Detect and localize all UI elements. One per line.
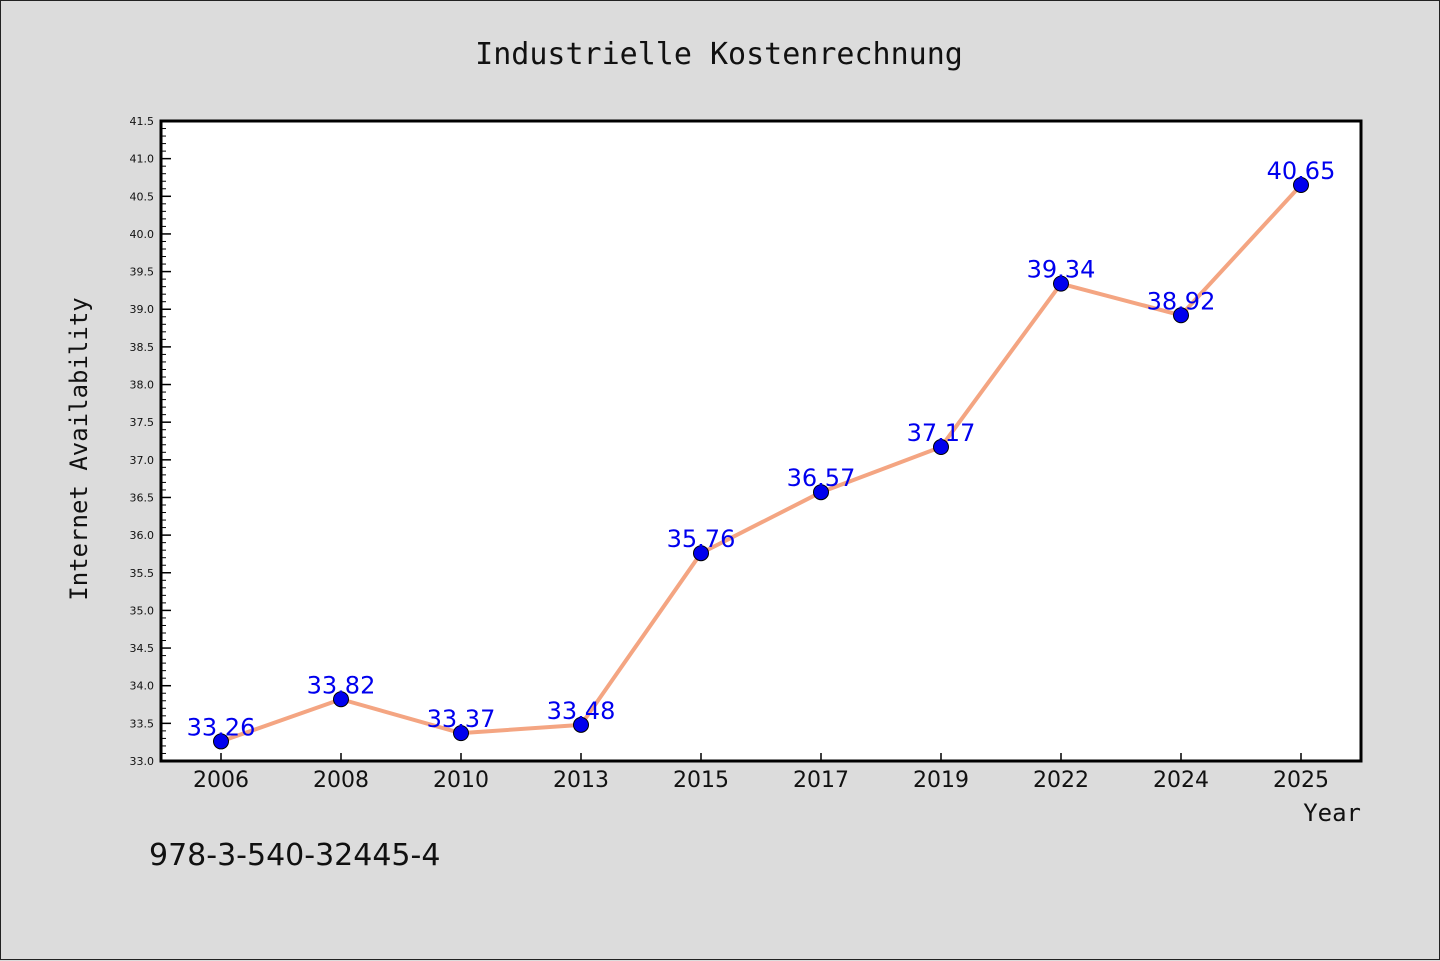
- data-label: 36.57: [787, 464, 856, 492]
- data-point: [813, 484, 829, 501]
- data-point: [933, 439, 949, 456]
- y-tick-label: 36.5: [130, 491, 155, 504]
- x-tick-label: 2006: [193, 768, 249, 793]
- data-point: [333, 691, 349, 708]
- data-point: [453, 725, 469, 742]
- y-tick-label: 35.0: [130, 604, 155, 617]
- data-point: [1173, 307, 1189, 324]
- y-tick-label: 33.0: [130, 755, 155, 768]
- data-label: 39.34: [1027, 256, 1096, 284]
- y-tick-label: 40.0: [130, 228, 155, 241]
- data-label: 38.92: [1147, 287, 1216, 315]
- x-tick-label: 2017: [793, 768, 849, 793]
- y-tick-label: 34.5: [130, 642, 155, 655]
- data-point: [213, 733, 229, 750]
- x-tick-label: 2025: [1273, 768, 1329, 793]
- y-tick-label: 34.0: [130, 680, 155, 693]
- data-label: 35.76: [667, 525, 736, 553]
- y-tick-label: 39.5: [130, 266, 155, 279]
- data-label: 33.82: [307, 671, 376, 699]
- x-tick-label: 2013: [553, 768, 609, 793]
- y-tick-label: 38.5: [130, 341, 155, 354]
- plot-area: [159, 119, 1363, 763]
- data-label: 40.65: [1267, 157, 1336, 185]
- data-label: 37.17: [907, 419, 976, 447]
- data-point: [573, 716, 589, 733]
- y-tick-label: 39.0: [130, 303, 155, 316]
- chart-title: Industrielle Kostenrechnung: [475, 37, 963, 72]
- series-markers: [213, 177, 1309, 750]
- y-axis-label: Internet Availability: [65, 297, 93, 600]
- data-point: [1053, 275, 1069, 292]
- x-tick-label: 2024: [1153, 768, 1209, 793]
- y-tick-label: 41.0: [130, 153, 155, 166]
- x-tick-label: 2010: [433, 768, 489, 793]
- y-tick-label: 38.0: [130, 379, 155, 392]
- data-label: 33.48: [547, 697, 616, 725]
- x-tick-label: 2022: [1033, 768, 1089, 793]
- y-tick-label: 36.0: [130, 529, 155, 542]
- y-tick-label: 40.5: [130, 190, 155, 203]
- y-tick-label: 33.5: [130, 717, 155, 730]
- y-tick-label: 35.5: [130, 567, 155, 580]
- series-line: [220, 183, 1303, 744]
- x-axis-label: Year: [1303, 799, 1361, 827]
- x-tick-label: 2008: [313, 768, 369, 793]
- x-tick-label: 2019: [913, 768, 969, 793]
- data-labels: 33.26 33.82 33.37 33.48 35.76 36.57 37.17 39.34…: [187, 157, 1336, 741]
- y-tick-label: 41.5: [130, 115, 155, 128]
- isbn-footer: 978-3-540-32445-4: [149, 838, 440, 873]
- x-tick-label: 2015: [673, 768, 729, 793]
- data-point: [693, 545, 709, 562]
- y-tick-label: 37.0: [130, 454, 155, 467]
- data-label: 33.26: [187, 713, 256, 741]
- y-tick-label: 37.5: [130, 416, 155, 429]
- x-axis-ticks: 2006 2008 2010 2013 2015 2017 2019 2022 2024 2025: [193, 753, 1329, 793]
- data-point: [1293, 177, 1309, 193]
- data-label: 33.37: [427, 705, 496, 733]
- y-axis-ticks: 33.0 33.5 34.0 34.5 35.0 35.5 36.0 36.5 37.0 37.5…: [130, 115, 171, 768]
